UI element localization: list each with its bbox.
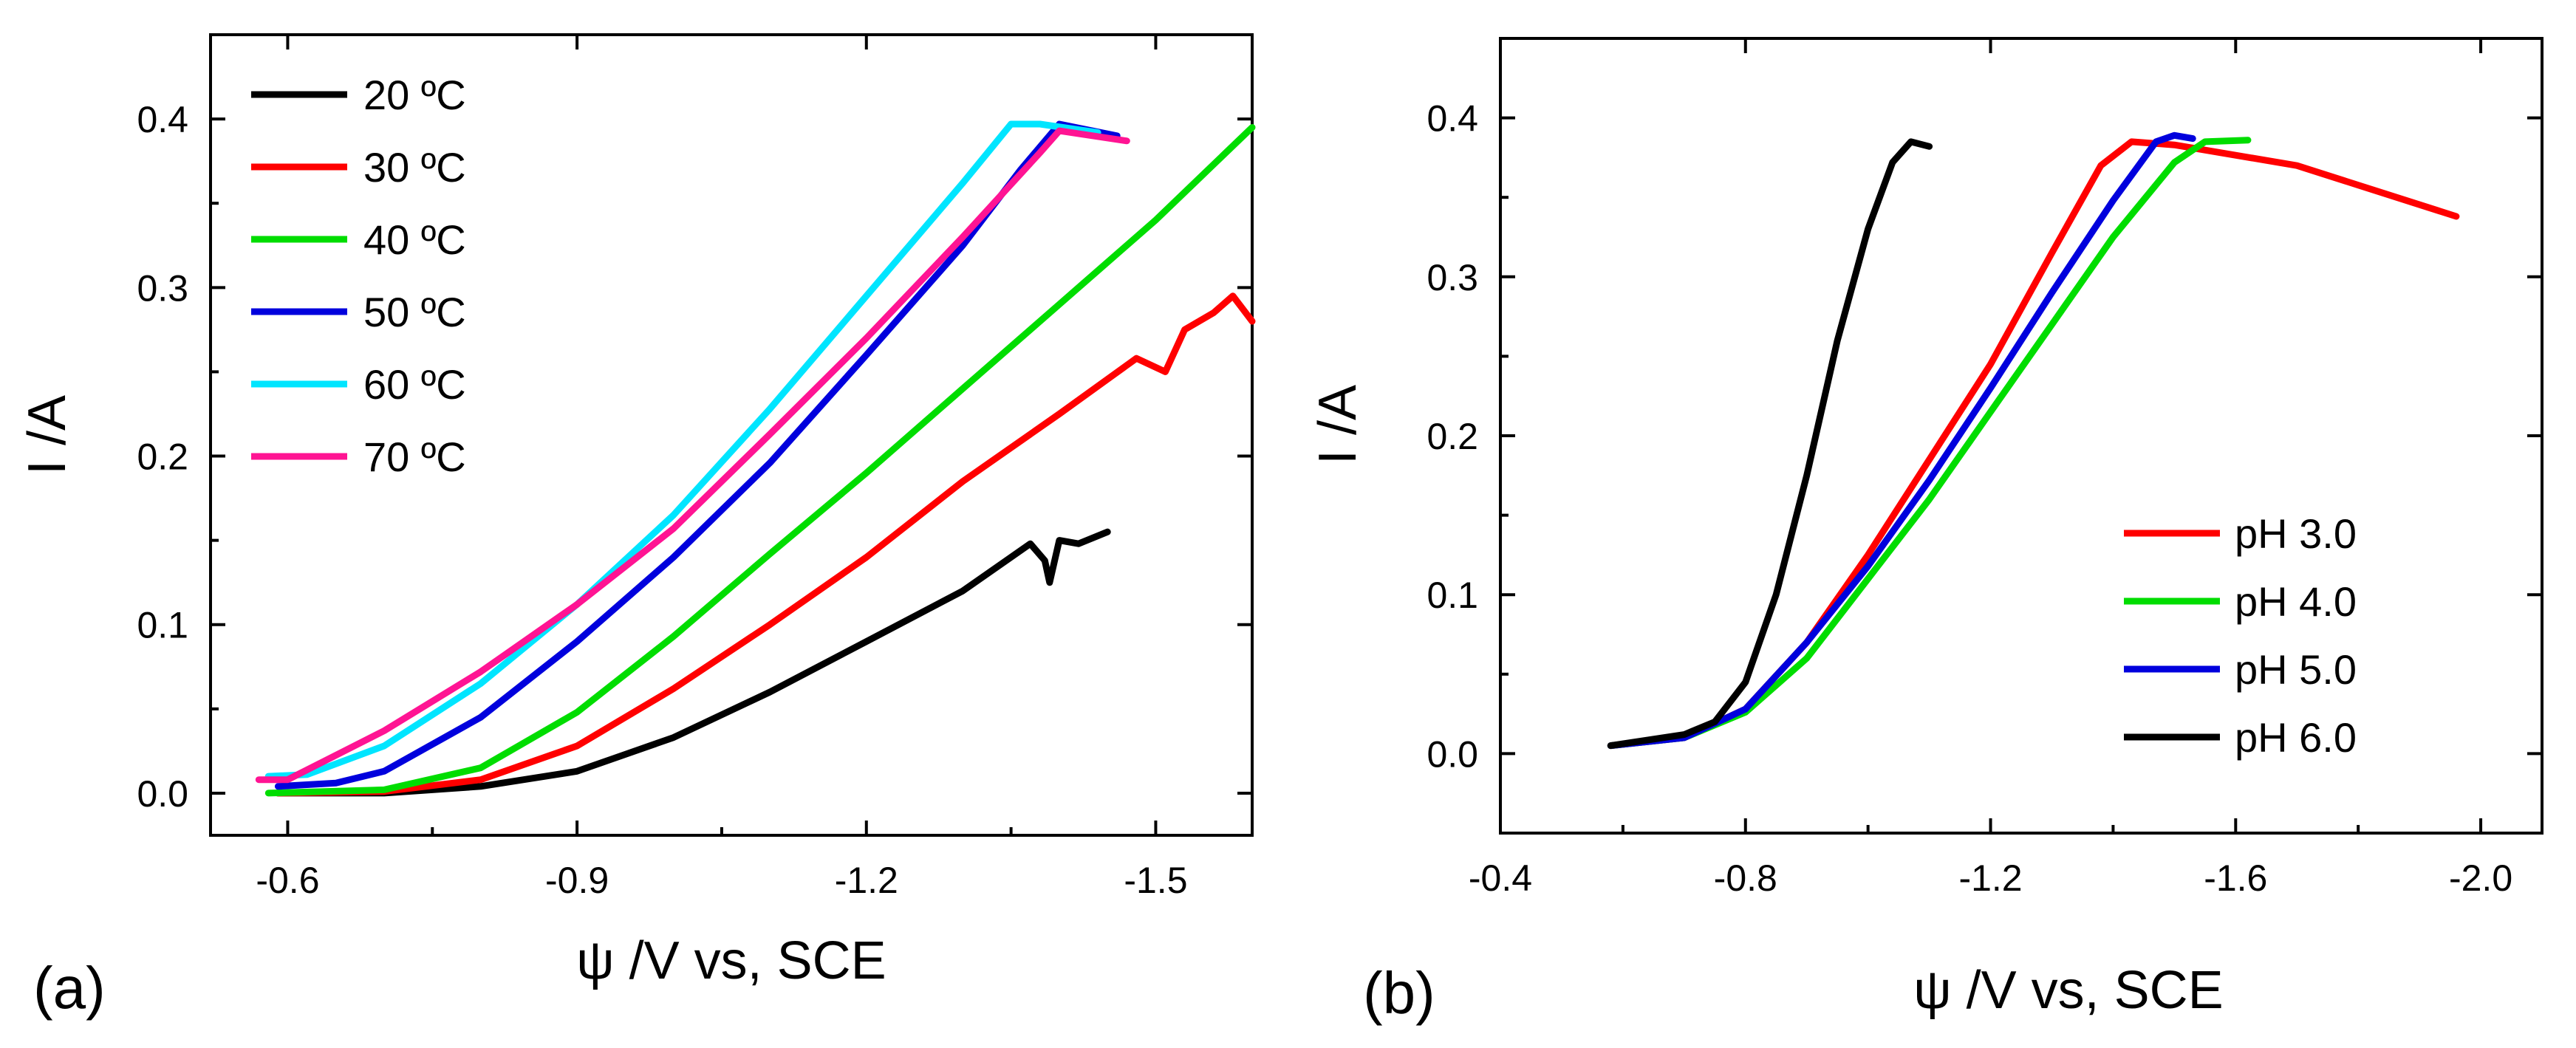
plot-frame-a	[209, 33, 1254, 837]
legend-label-20-c: 20 ºC	[363, 72, 466, 118]
series-line-40-c	[264, 124, 1256, 797]
x-tick-label: -0.9	[545, 860, 609, 901]
x-axis-label-b: ψ /V vs, SCE	[1913, 961, 2223, 1020]
legend-label-ph-3-0: pH 3.0	[2235, 510, 2357, 557]
y-tick-label: 0.0	[137, 773, 188, 815]
x-tick-label: -1.5	[1124, 860, 1187, 901]
series-lines-a	[255, 120, 1256, 797]
y-tick-label: 0.2	[1427, 416, 1478, 457]
y-axis-ticks-b: 0.0 0.1 0.2 0.3 0.4	[1427, 98, 2542, 775]
panel-label-a: (a)	[33, 955, 106, 1021]
legend-label-ph-5-0: pH 5.0	[2235, 646, 2357, 693]
x-axis-ticks-b: -0.4 -0.8 -1.2 -1.6 -2.0	[1469, 38, 2512, 899]
y-tick-label: 0.2	[137, 436, 188, 478]
panel-a: -0.6 -0.9 -1.2 -1.5 0.0 0.1 0.2 0.3 0.4 ψ /V vs…	[18, 33, 1256, 1021]
series-line-ph-6-0	[1607, 138, 1933, 750]
x-tick-label: -2.0	[2449, 857, 2512, 899]
series-line-70-c	[255, 127, 1130, 784]
series-line-ph-5-0	[1607, 131, 2196, 750]
plot-frame-b	[1499, 37, 2543, 835]
panel-label-b: (b)	[1363, 960, 1435, 1026]
y-axis-label-a: I /A	[18, 395, 77, 475]
x-tick-label: -1.2	[1958, 857, 2022, 899]
x-tick-label: -0.4	[1469, 857, 1532, 899]
series-line-60-c	[264, 120, 1101, 780]
y-tick-label: 0.3	[137, 267, 188, 309]
y-tick-label: 0.3	[1427, 257, 1478, 298]
legend-label-ph-4-0: pH 4.0	[2235, 578, 2357, 625]
x-tick-label: -0.6	[256, 860, 319, 901]
series-lines-b	[1607, 131, 2460, 750]
legend-label-60-c: 60 ºC	[363, 361, 466, 408]
y-axis-ticks-a: 0.0 0.1 0.2 0.3 0.4	[137, 99, 1252, 815]
series-line-20-c	[274, 528, 1111, 797]
x-axis-ticks-a: -0.6 -0.9 -1.2 -1.5	[256, 35, 1188, 901]
x-axis-label-a: ψ /V vs, SCE	[576, 931, 886, 990]
series-line-ph-4-0	[1607, 137, 2252, 750]
y-tick-label: 0.0	[1427, 733, 1478, 775]
legend-label-ph-6-0: pH 6.0	[2235, 714, 2357, 761]
y-tick-label: 0.4	[1427, 98, 1478, 140]
x-tick-label: -1.2	[835, 860, 898, 901]
legend-label-70-c: 70 ºC	[363, 434, 466, 480]
panel-b: -0.4 -0.8 -1.2 -1.6 -2.0 0.0 0.1 0.2 0.3 0.4 ψ /…	[1308, 37, 2543, 1026]
legend-b: pH 3.0 pH 4.0 pH 5.0 pH 6.0	[2124, 510, 2357, 761]
x-tick-label: -0.8	[1714, 857, 1777, 899]
y-tick-label: 0.4	[137, 99, 188, 140]
legend-a: 20 ºC 30 ºC 40 ºC 50 ºC 60 ºC 70 ºC	[251, 72, 466, 480]
legend-label-40-c: 40 ºC	[363, 216, 466, 263]
legend-label-30-c: 30 ºC	[363, 144, 466, 191]
legend-label-50-c: 50 ºC	[363, 289, 466, 335]
y-tick-label: 0.1	[137, 605, 188, 646]
y-tick-label: 0.1	[1427, 575, 1478, 616]
series-line-30-c	[274, 292, 1256, 797]
x-tick-label: -1.6	[2204, 857, 2267, 899]
y-axis-label-b: I /A	[1308, 385, 1367, 465]
